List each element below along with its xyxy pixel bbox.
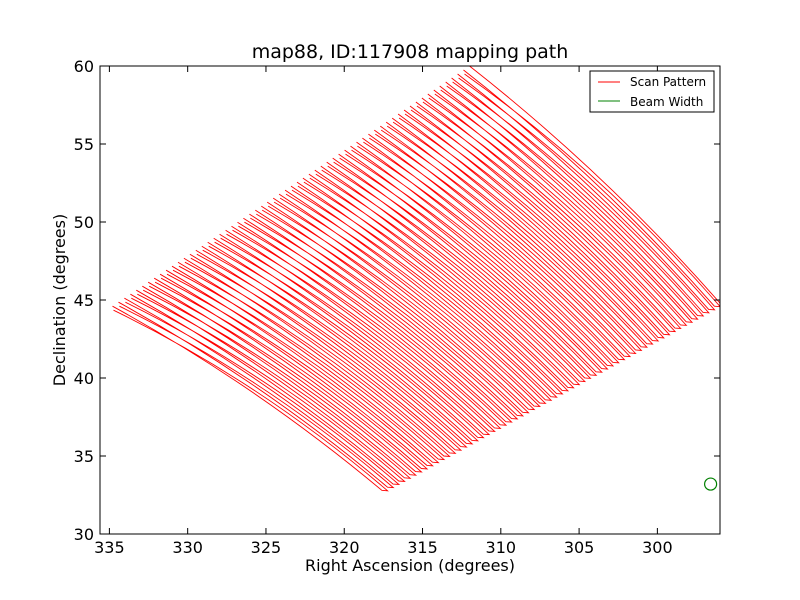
y-tick-label: 45 <box>74 291 94 310</box>
scan-pattern-series <box>112 66 720 492</box>
x-tick-label: 305 <box>564 538 595 557</box>
x-tick-label: 315 <box>407 538 438 557</box>
y-tick-label: 35 <box>74 447 94 466</box>
legend-label-beam-width: Beam Width <box>630 95 703 109</box>
y-tick-label: 55 <box>74 135 94 154</box>
scan-pattern-path <box>112 66 720 492</box>
legend: Scan Pattern Beam Width <box>589 70 715 113</box>
x-tick-label: 310 <box>486 538 517 557</box>
y-tick-label: 50 <box>74 213 94 232</box>
x-tick-label: 300 <box>642 538 673 557</box>
y-tick-label: 60 <box>74 57 94 76</box>
x-axis-title: Right Ascension (degrees) <box>305 556 515 575</box>
y-tick-label: 40 <box>74 369 94 388</box>
legend-label-scan-pattern: Scan Pattern <box>630 75 706 89</box>
x-axis-ticks: 335 330 325 320 315 310 305 300 <box>94 66 673 557</box>
x-tick-label: 320 <box>329 538 360 557</box>
y-axis-title: Declination (degrees) <box>50 214 69 386</box>
beam-width-circle <box>704 477 718 491</box>
x-tick-label: 325 <box>251 538 282 557</box>
y-axis-ticks: 30 35 40 45 50 55 60 <box>74 57 720 544</box>
x-tick-label: 330 <box>172 538 203 557</box>
y-tick-label: 30 <box>74 525 94 544</box>
legend-box <box>589 70 715 113</box>
x-tick-label: 335 <box>94 538 125 557</box>
beam-width-series <box>704 477 718 491</box>
plot-background <box>100 66 720 534</box>
chart-title: map88, ID:117908 mapping path <box>252 41 569 63</box>
